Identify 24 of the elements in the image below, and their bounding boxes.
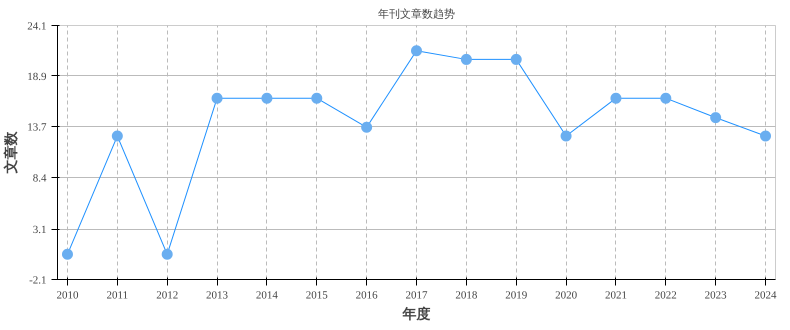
x-tick-label: 2022 bbox=[654, 290, 677, 302]
x-tick-label: 2014 bbox=[256, 290, 278, 302]
y-tick-label: 18.9 bbox=[27, 70, 47, 83]
x-tick-label: 2015 bbox=[306, 290, 328, 302]
y-tick-label: 13.7 bbox=[27, 121, 47, 134]
x-tick-label: 2020 bbox=[555, 290, 578, 302]
y-tick-label: 3.1 bbox=[32, 224, 46, 236]
x-tick-label: 2016 bbox=[356, 290, 378, 302]
y-tick-label: -2.1 bbox=[29, 274, 47, 286]
x-tick-label: 2019 bbox=[505, 290, 528, 302]
x-tick-label: 2021 bbox=[604, 290, 627, 302]
x-tick-label: 2011 bbox=[106, 290, 128, 302]
x-tick-label: 2017 bbox=[406, 290, 428, 302]
x-tick-label: 2010 bbox=[56, 290, 79, 302]
x-tick-label: 2013 bbox=[206, 290, 229, 302]
x-tick-label: 2012 bbox=[156, 290, 178, 302]
y-tick-label: 8.4 bbox=[32, 172, 47, 185]
y-tick-label: 24.1 bbox=[27, 20, 46, 32]
x-axis-title: 年度 bbox=[402, 306, 430, 322]
x-tick-label: 2024 bbox=[754, 290, 778, 302]
y-axis-title: 文章数 bbox=[2, 130, 20, 174]
x-tick-label: 2023 bbox=[704, 290, 728, 302]
chart-title: 年刊文章数趋势 bbox=[378, 8, 455, 20]
x-tick-label: 2018 bbox=[455, 290, 478, 302]
